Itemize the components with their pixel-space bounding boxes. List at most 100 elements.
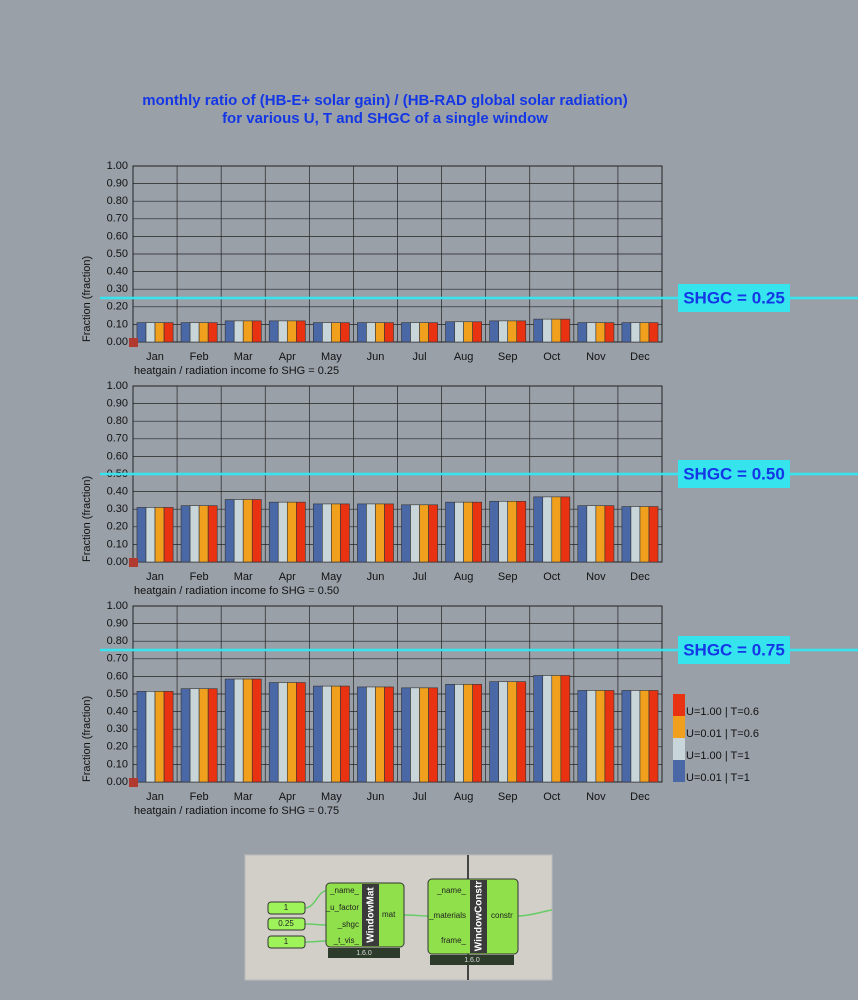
bar (577, 505, 588, 563)
x-tick-label: Feb (190, 571, 209, 583)
bar (639, 690, 650, 783)
input: _name_ (436, 886, 466, 895)
component-strip (470, 880, 487, 953)
version-bar (430, 955, 514, 965)
bar (163, 507, 174, 563)
bar (621, 506, 632, 563)
y-tick-label: 0.20 (107, 301, 128, 313)
bar (648, 506, 659, 563)
bar (357, 503, 367, 563)
y-tick-label: 0.90 (107, 618, 128, 630)
bar (313, 322, 323, 343)
reference-label-bg (678, 636, 790, 664)
x-tick-label: Mar (234, 571, 253, 583)
bar (542, 318, 553, 343)
y-tick-label: 0.10 (107, 318, 128, 330)
reference-label-bg (678, 460, 790, 488)
x-tick-label: Feb (190, 791, 209, 803)
x-tick-label: Oct (543, 571, 560, 583)
input: _t_vis_ (333, 936, 360, 945)
legend-swatch (673, 716, 685, 738)
bar (551, 318, 562, 343)
bar (180, 688, 191, 783)
bar (198, 505, 209, 563)
bar (507, 500, 518, 563)
bar (577, 322, 588, 343)
bar (507, 320, 518, 343)
bar (604, 505, 615, 563)
bar (489, 500, 499, 563)
bar (366, 322, 376, 343)
wire[interactable] (304, 890, 553, 943)
y-tick-label: 0.80 (107, 195, 128, 207)
version: 1.6.0 (464, 957, 480, 964)
y-tick-label: 0.70 (107, 653, 128, 665)
bar (454, 321, 464, 343)
reference-label: SHGC = 0.75 (683, 640, 785, 659)
x-tick-label: Oct (543, 351, 560, 363)
bar (286, 320, 297, 343)
y-axis-label: Fraction (fraction) (81, 696, 93, 782)
y-tick-label: 1.00 (107, 600, 128, 612)
bar (180, 322, 191, 343)
y-tick-label: 0.70 (107, 433, 128, 445)
bar (163, 691, 174, 783)
x-tick-label: Aug (454, 351, 474, 363)
bar (366, 503, 376, 563)
panel[interactable] (267, 935, 306, 949)
panel[interactable] (267, 917, 306, 931)
bar (154, 691, 165, 783)
x-tick-label: Feb (190, 351, 209, 363)
input: _shgc (337, 920, 359, 929)
bar (410, 322, 420, 343)
legend-label: U=0.01 | T=1 (686, 772, 750, 784)
x-tick-label: Jul (413, 791, 427, 803)
x-tick-label: Jun (367, 571, 385, 583)
bar (516, 681, 527, 783)
chart-subtitle: heatgain / radiation income fo SHG = 0.5… (134, 585, 339, 597)
y-tick-label: 1.00 (107, 380, 128, 392)
bar (268, 682, 279, 783)
bar (277, 320, 288, 343)
bar (472, 684, 482, 783)
version: 1.6.0 (356, 950, 372, 957)
x-tick-label: Jul (413, 571, 427, 583)
bar (189, 505, 200, 563)
bar (401, 322, 411, 343)
bar (410, 687, 420, 783)
bar (419, 504, 429, 563)
output: constr (491, 911, 513, 920)
bar (586, 505, 597, 563)
bar (375, 322, 385, 343)
bar (242, 320, 253, 343)
bar (586, 322, 597, 343)
x-tick-label: Oct (543, 791, 560, 803)
bar (136, 691, 147, 783)
x-tick-label: Dec (630, 791, 650, 803)
bar (340, 685, 350, 783)
x-tick-label: Nov (586, 791, 606, 803)
bar (189, 322, 200, 343)
legend-label: U=1.00 | T=1 (686, 750, 750, 762)
reference-label-bg (678, 284, 790, 312)
x-tick-label: May (321, 351, 342, 363)
bar (586, 690, 597, 783)
x-tick-label: Jun (367, 791, 385, 803)
bar (384, 503, 394, 563)
panel-text: 1 (284, 903, 289, 912)
bar (331, 685, 341, 783)
panel[interactable] (267, 901, 306, 915)
bar (621, 322, 632, 343)
x-tick-label: Sep (498, 351, 518, 363)
bar (207, 505, 218, 563)
bar (428, 504, 438, 563)
bar (286, 682, 297, 783)
y-tick-label: 0.40 (107, 706, 128, 718)
chart: 0.00 0.10 0.20 0.30 0.40 0.50 0.60 0.70 0.80 0.90… (81, 160, 858, 377)
y-tick-label: 0.20 (107, 521, 128, 533)
bar (630, 506, 641, 563)
bar (233, 678, 244, 783)
origin-marker (129, 778, 138, 787)
bar (322, 322, 332, 343)
